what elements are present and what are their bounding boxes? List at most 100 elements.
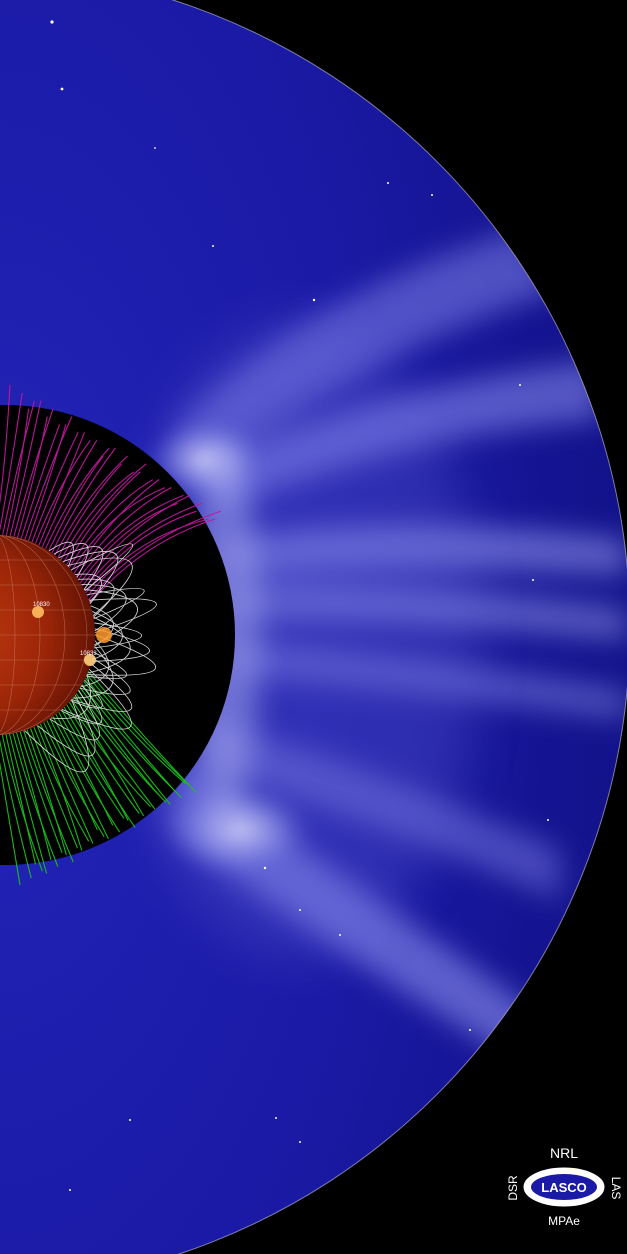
closed-field-loop [79, 657, 131, 695]
logo-lasco: LASCO [541, 1180, 587, 1195]
closed-field-loop [58, 546, 104, 590]
open-field-line-south [46, 720, 98, 831]
cme-outer-halo [120, 320, 480, 960]
closed-field-loop [78, 578, 115, 618]
closed-field-loop [48, 541, 74, 567]
open-field-line-north [51, 447, 116, 554]
open-field-line-north [0, 392, 23, 532]
open-field-line-south [63, 706, 129, 821]
open-field-line-south [66, 704, 140, 815]
closed-field-loop [49, 689, 100, 741]
open-field-line-south [5, 734, 37, 865]
open-field-line-south [83, 680, 175, 791]
closed-field-loop [50, 674, 91, 720]
open-field-line-south [52, 716, 121, 833]
open-field-line-north [2, 400, 35, 536]
open-field-line-south [87, 670, 191, 787]
open-field-line-north [86, 518, 209, 597]
open-field-line-north [71, 487, 166, 571]
open-field-line-south [39, 723, 94, 844]
open-field-line-north [63, 463, 147, 563]
closed-field-loops [24, 541, 157, 773]
open-field-line-north [88, 510, 221, 601]
logo-las: LAS [609, 1177, 623, 1200]
open-field-line-south [1, 734, 43, 872]
open-field-line-north [77, 494, 184, 581]
closed-field-loop [71, 663, 133, 712]
closed-field-loop [83, 589, 138, 646]
closed-field-loop [24, 699, 90, 773]
open-field-line-south [26, 729, 67, 856]
closed-field-loop [60, 684, 103, 725]
open-field-line-north [9, 400, 42, 537]
open-field-line-north [16, 416, 48, 538]
open-field-lines-north [0, 384, 221, 604]
closed-field-loop [72, 646, 114, 699]
open-field-line-north [38, 432, 86, 546]
open-field-line-north [5, 408, 30, 536]
open-field-line-south [23, 730, 74, 863]
closed-field-loop [94, 622, 143, 649]
open-field-line-south [77, 690, 160, 796]
closed-field-loop [70, 679, 103, 709]
open-field-line-north [54, 455, 128, 556]
open-field-line-south [71, 698, 145, 817]
logo-dsr: DSR [506, 1175, 520, 1201]
active-region-label-lower: 10833 [80, 651, 97, 657]
open-field-line-north [83, 502, 203, 590]
open-field-line-north [89, 518, 216, 604]
open-field-line-north [48, 455, 104, 551]
closed-field-loop [70, 543, 133, 592]
logo-mpae: MPAe [548, 1214, 580, 1228]
closed-field-loop [61, 668, 132, 730]
active-region-label-upper: 10830 [33, 602, 50, 608]
open-field-line-south [49, 718, 109, 840]
open-field-line-north [24, 416, 73, 540]
open-field-line-north [75, 487, 172, 577]
closed-field-loop [91, 628, 150, 662]
active-region-spot-lower [84, 654, 96, 666]
active-region-spot-upper [32, 606, 44, 618]
open-field-line-south [0, 761, 21, 886]
open-field-line-north [45, 447, 110, 549]
limb-brightening [96, 627, 112, 643]
open-field-line-south [36, 725, 83, 851]
open-field-line-south [0, 739, 32, 879]
open-field-line-north [34, 439, 91, 544]
closed-field-loop [37, 694, 96, 757]
open-field-line-north [0, 384, 11, 505]
closed-field-loop [81, 583, 127, 632]
open-field-line-north [41, 439, 98, 548]
closed-field-loop [86, 651, 128, 679]
open-field-line-south [61, 709, 136, 828]
open-field-line-south [16, 732, 52, 860]
open-field-line-north [31, 432, 79, 543]
open-field-line-north [65, 471, 141, 566]
open-field-line-north [13, 408, 54, 537]
open-field-line-north [81, 494, 191, 587]
open-field-line-south [19, 731, 63, 853]
open-field-line-south [58, 711, 125, 819]
closed-field-loop [62, 551, 119, 603]
open-field-line-north [68, 479, 153, 569]
open-field-line-north [20, 424, 61, 539]
open-field-line-south [30, 728, 79, 849]
open-field-line-south [8, 733, 48, 874]
open-field-line-north [27, 424, 67, 541]
open-field-line-north [73, 479, 160, 574]
closed-field-loop [53, 543, 89, 578]
logo-nrl: NRL [550, 1145, 578, 1161]
open-field-line-north [57, 463, 123, 558]
closed-field-loop [86, 588, 145, 620]
lasco-logo: NRL LASCO MPAe DSR LAS [506, 1145, 623, 1228]
open-field-line-south [12, 733, 59, 867]
open-field-lines-south [0, 670, 198, 886]
open-field-line-north [85, 510, 197, 594]
closed-field-loop [86, 634, 157, 676]
open-field-line-south [86, 674, 198, 794]
open-field-line-south [33, 726, 90, 842]
solar-disk: 10830 10833 [0, 535, 112, 735]
closed-field-loop [91, 610, 123, 661]
closed-field-loop [88, 598, 157, 633]
